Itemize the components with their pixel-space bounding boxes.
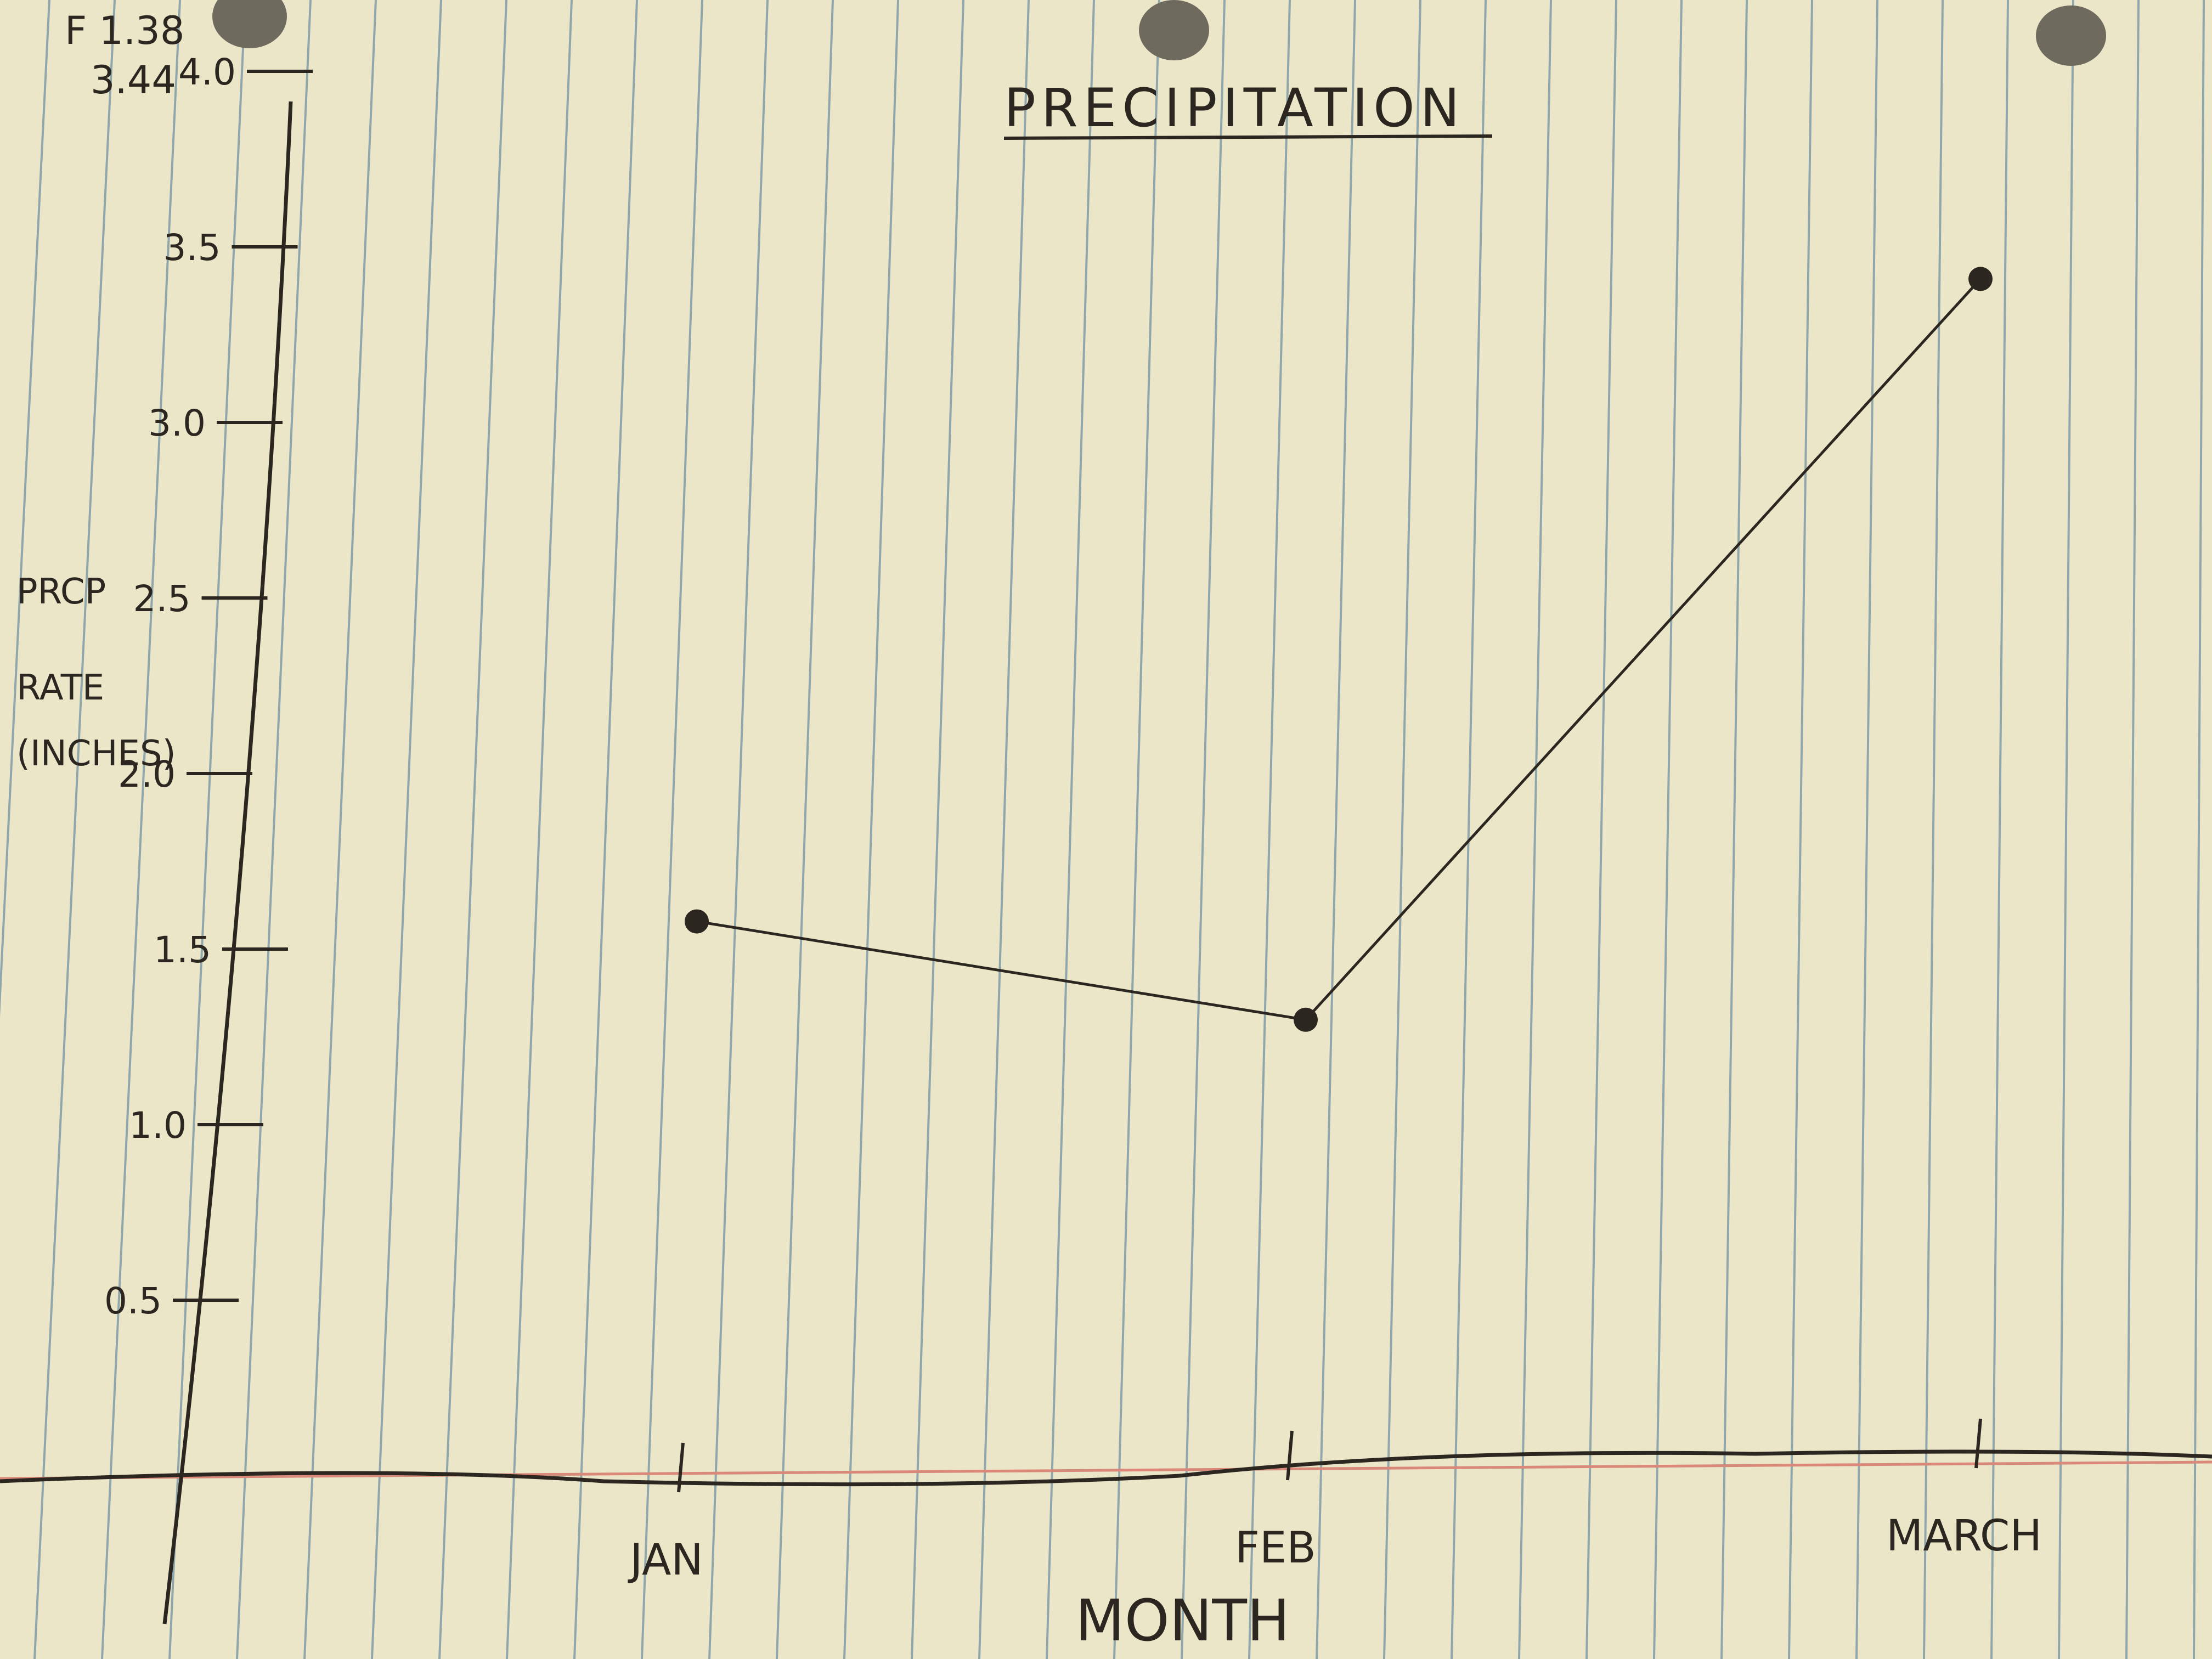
rule-line [1720,0,1748,1659]
y-tick-label: 4.0 [178,51,236,93]
rule-line [641,0,703,1659]
x-tick-label-feb: FEB [1235,1523,1316,1573]
chart-title-group: PRECIPITATION [1003,77,1493,140]
rule-line [2125,0,2140,1659]
x-axis-label: MONTH [1075,1587,1290,1654]
y-axis-label-line-2: RATE [16,668,104,708]
y-axis [162,101,293,1624]
binder-holes [212,0,2106,66]
x-tick-mark [1286,1430,1294,1481]
rule-line [1451,0,1487,1659]
rule-line [0,0,50,1018]
rule-line [843,0,899,1659]
x-tick-mark [1974,1418,1982,1469]
rule-line [1518,0,1552,1659]
rule-line [371,0,442,1659]
rule-line [708,0,769,1659]
y-tick-label: 0.5 [104,1280,162,1322]
rule-line [1923,0,1944,1659]
precipitation-series [685,267,1993,1032]
rule-line [1248,0,1291,1659]
y-tick-label: 1.5 [154,929,211,971]
x-tick-mark [677,1442,685,1493]
rule-line [776,0,834,1659]
y-axis-ticks: 0.5 1.0 1.5 2.0 2.5 3.0 3.5 4.0 [104,51,313,1322]
x-axis [0,1449,2212,1487]
corner-note-value: 3.44 [91,58,176,103]
data-point-jan [685,909,709,934]
rule-line [236,0,312,1659]
chart-title: PRECIPITATION [1004,77,1465,139]
rule-line [506,0,573,1659]
rule-line [1788,0,1813,1659]
y-axis-label-line-1: PRCP [16,572,106,612]
y-tick-label: 1.0 [129,1104,187,1147]
y-axis-label: PRCP RATE (INCHES) [16,572,176,774]
rule-line [1585,0,1617,1659]
y-tick-label: 3.5 [163,227,221,269]
corner-notes: F 1.38 3.44 [65,8,184,103]
x-axis-ticks: JAN FEB MARCH [627,1418,2042,1585]
rule-line [1653,0,1683,1659]
rule-line [911,0,964,1659]
rule-line [1181,0,1226,1659]
rule-line [1990,0,2009,1659]
title-underline [1003,134,1493,140]
rule-line [438,0,507,1659]
binder-hole [2036,5,2106,66]
y-axis-label-line-3: (INCHES) [16,733,176,774]
x-tick-label-jan: JAN [627,1536,703,1585]
rule-line [1383,0,1421,1659]
margin-line [0,1460,2212,1480]
rule-line [1113,0,1160,1659]
rule-line [1855,0,1878,1659]
rule-line [573,0,638,1659]
rule-line [978,0,1030,1659]
data-point-feb [1294,1007,1318,1032]
y-tick-label: 2.5 [133,578,191,620]
x-tick-label-march: MARCH [1886,1511,2042,1561]
rule-line [33,0,116,1659]
rule-line [101,0,181,1659]
rule-line [2193,0,2205,1659]
binder-hole [212,0,287,48]
rule-line [2058,0,2074,1659]
y-tick-label: 3.0 [148,402,206,444]
corner-note-top: F 1.38 [65,8,184,53]
rule-line [1046,0,1095,1659]
rule-line [1316,0,1356,1659]
data-point-march [1968,267,1993,291]
rule-line [168,0,246,1659]
binder-hole [1139,0,1209,60]
rule-line [303,0,377,1659]
y-tick-label: 2.0 [118,753,176,795]
